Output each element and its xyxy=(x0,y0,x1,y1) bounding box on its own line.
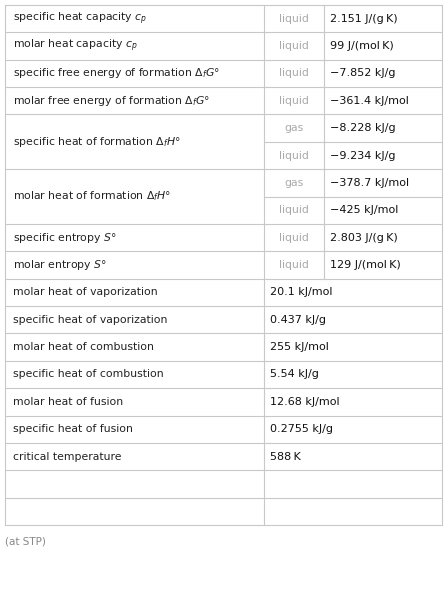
Text: 2.803 J/(g K): 2.803 J/(g K) xyxy=(330,233,398,243)
Text: 5.54 kJ/g: 5.54 kJ/g xyxy=(270,369,319,379)
Text: molar heat capacity $c_p$: molar heat capacity $c_p$ xyxy=(13,38,138,54)
Text: 129 J/(mol K): 129 J/(mol K) xyxy=(330,260,401,270)
Text: gas: gas xyxy=(285,178,304,188)
Text: molar entropy $S°$: molar entropy $S°$ xyxy=(13,258,107,272)
Text: liquid: liquid xyxy=(279,260,309,270)
Text: 0.2755 kJ/g: 0.2755 kJ/g xyxy=(270,424,333,434)
Text: critical temperature: critical temperature xyxy=(13,452,122,462)
Text: gas: gas xyxy=(285,123,304,133)
Text: −425 kJ/mol: −425 kJ/mol xyxy=(330,205,399,215)
Text: 12.68 kJ/mol: 12.68 kJ/mol xyxy=(270,397,340,407)
Text: liquid: liquid xyxy=(279,96,309,106)
Text: specific free energy of formation $\Delta_f G°$: specific free energy of formation $\Delt… xyxy=(13,66,220,80)
Text: liquid: liquid xyxy=(279,205,309,215)
Text: liquid: liquid xyxy=(279,233,309,243)
Text: 588 K: 588 K xyxy=(270,452,301,462)
Text: 2.151 J/(g K): 2.151 J/(g K) xyxy=(330,14,398,24)
Text: molar heat of combustion: molar heat of combustion xyxy=(13,342,154,352)
Text: 20.1 kJ/mol: 20.1 kJ/mol xyxy=(270,287,333,297)
Text: specific entropy $S°$: specific entropy $S°$ xyxy=(13,230,117,245)
Text: specific heat of combustion: specific heat of combustion xyxy=(13,369,164,379)
Text: −361.4 kJ/mol: −361.4 kJ/mol xyxy=(330,96,409,106)
Text: 255 kJ/mol: 255 kJ/mol xyxy=(270,342,329,352)
Text: liquid: liquid xyxy=(279,14,309,24)
Text: −378.7 kJ/mol: −378.7 kJ/mol xyxy=(330,178,409,188)
Text: (at STP): (at STP) xyxy=(5,537,46,547)
Text: liquid: liquid xyxy=(279,69,309,79)
Text: −8.228 kJ/g: −8.228 kJ/g xyxy=(330,123,396,133)
Text: molar heat of vaporization: molar heat of vaporization xyxy=(13,287,158,297)
Text: molar heat of formation $\Delta_f H°$: molar heat of formation $\Delta_f H°$ xyxy=(13,190,171,203)
Text: 0.437 kJ/g: 0.437 kJ/g xyxy=(270,315,326,324)
Text: specific heat capacity $c_p$: specific heat capacity $c_p$ xyxy=(13,11,148,27)
Text: −7.852 kJ/g: −7.852 kJ/g xyxy=(330,69,396,79)
Text: liquid: liquid xyxy=(279,151,309,161)
Text: specific heat of fusion: specific heat of fusion xyxy=(13,424,133,434)
Text: molar free energy of formation $\Delta_f G°$: molar free energy of formation $\Delta_f… xyxy=(13,94,210,108)
Text: specific heat of formation $\Delta_f H°$: specific heat of formation $\Delta_f H°$ xyxy=(13,135,181,149)
Text: −9.234 kJ/g: −9.234 kJ/g xyxy=(330,151,396,161)
Text: liquid: liquid xyxy=(279,41,309,51)
Text: specific heat of vaporization: specific heat of vaporization xyxy=(13,315,167,324)
Text: 99 J/(mol K): 99 J/(mol K) xyxy=(330,41,394,51)
Text: molar heat of fusion: molar heat of fusion xyxy=(13,397,123,407)
